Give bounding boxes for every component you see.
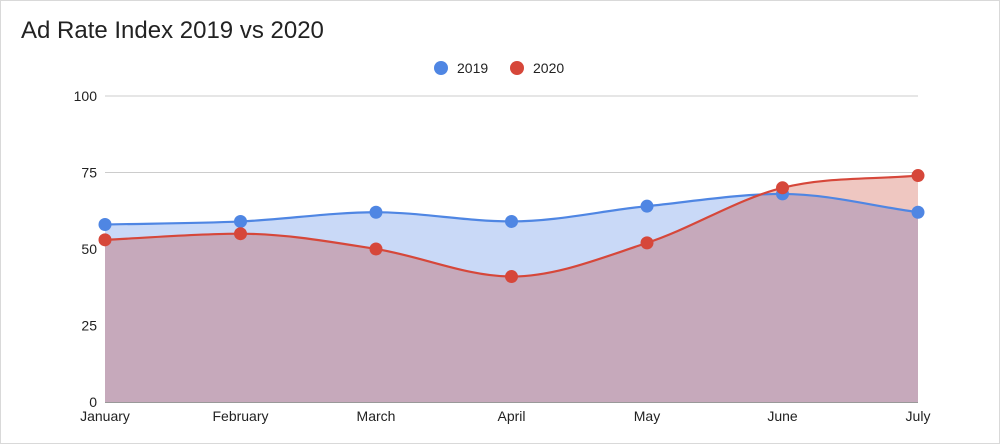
x-tick-label: February <box>212 408 268 424</box>
legend-marker-2020 <box>510 61 524 75</box>
y-tick-label: 100 <box>74 88 98 104</box>
y-axis-ticks: 0 25 50 75 100 <box>74 88 98 410</box>
point-2019-march <box>369 205 383 219</box>
point-2020-january <box>98 233 112 247</box>
point-2020-march <box>369 242 383 256</box>
x-tick-label: March <box>357 408 396 424</box>
y-tick-label: 0 <box>89 394 97 410</box>
point-2020-may <box>640 236 654 250</box>
x-axis-ticks: January February March April May June July <box>80 408 930 424</box>
y-tick-label: 25 <box>81 318 97 334</box>
legend-label-2019: 2019 <box>457 60 488 76</box>
x-tick-label: June <box>767 408 798 424</box>
point-2019-february <box>234 214 247 228</box>
y-tick-label: 50 <box>81 241 97 257</box>
point-2020-april <box>505 270 518 284</box>
point-2019-july <box>911 205 925 219</box>
series-areas <box>105 175 918 402</box>
y-tick-label: 75 <box>81 165 97 181</box>
x-tick-label: April <box>497 408 525 424</box>
x-tick-label: January <box>80 408 130 424</box>
point-2020-july <box>911 169 925 183</box>
area-2020 <box>105 175 918 402</box>
x-tick-label: May <box>634 408 660 424</box>
point-2019-may <box>640 199 654 213</box>
legend: 2019 2020 <box>434 60 564 76</box>
legend-marker-2019 <box>434 61 448 75</box>
point-2019-january <box>98 218 112 232</box>
point-2020-june <box>776 181 789 195</box>
x-tick-label: July <box>906 408 931 424</box>
data-points <box>98 169 925 284</box>
point-2019-april <box>505 214 518 228</box>
point-2020-february <box>234 227 247 241</box>
legend-label-2020: 2020 <box>533 60 564 76</box>
chart-title: Ad Rate Index 2019 vs 2020 <box>21 17 324 44</box>
